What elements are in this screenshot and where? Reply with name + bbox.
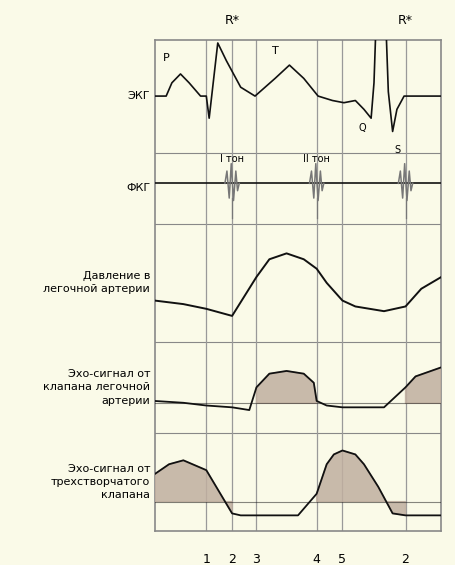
Text: Давление в
легочной артерии: Давление в легочной артерии [43,271,150,294]
Text: R*: R* [225,14,240,27]
Text: P: P [163,53,170,63]
Text: II тон: II тон [303,154,330,164]
Polygon shape [317,450,405,515]
Text: Эхо-сигнал от
трехстворчатого
клапана: Эхо-сигнал от трехстворчатого клапана [51,464,150,500]
Polygon shape [257,371,317,403]
Text: I тон: I тон [220,154,244,164]
Text: Q: Q [359,123,366,133]
Text: 2: 2 [402,553,410,565]
Text: 4: 4 [313,553,321,565]
Text: ЭКГ: ЭКГ [127,91,150,101]
Text: S: S [395,145,401,155]
Text: 3: 3 [253,553,260,565]
Text: 5: 5 [339,553,346,565]
Text: 2: 2 [228,553,236,565]
Polygon shape [405,367,441,403]
Text: T: T [272,46,278,57]
Text: 1: 1 [202,553,210,565]
Text: R*: R* [398,14,413,27]
Polygon shape [155,460,232,514]
Text: ФКГ: ФКГ [126,183,150,193]
Text: Эхо-сигнал от
клапана легочной
артерии: Эхо-сигнал от клапана легочной артерии [43,369,150,406]
